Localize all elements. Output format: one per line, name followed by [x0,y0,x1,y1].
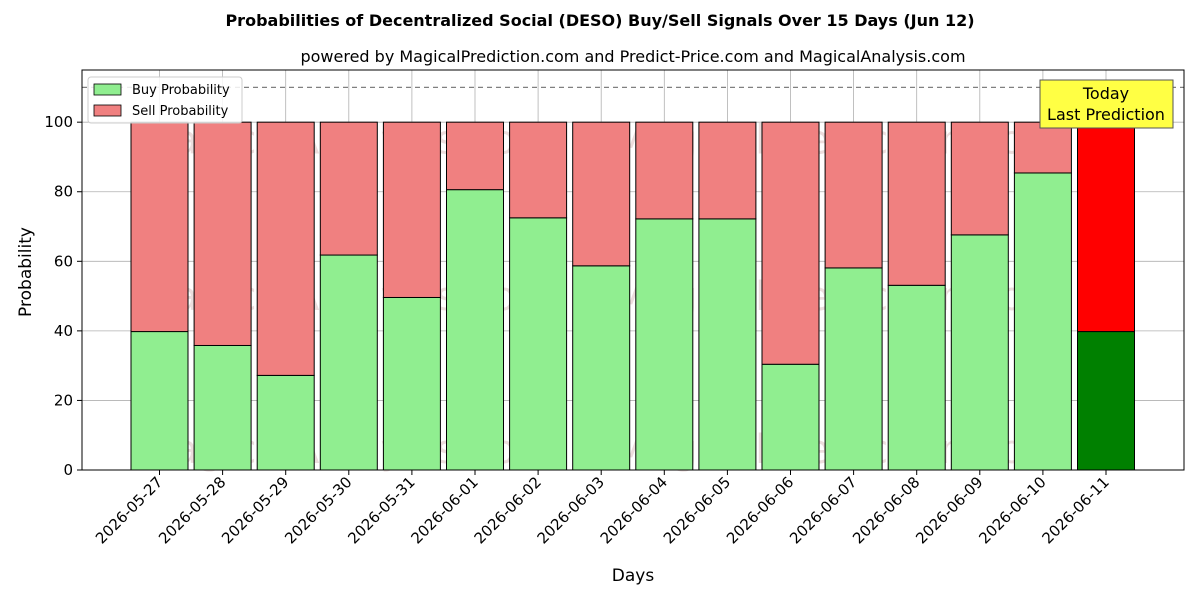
bar-sell-2026-06-06 [761,121,820,365]
bar-sell-2026-05-30 [319,121,378,256]
bar-buy-2026-06-02 [509,217,568,471]
bar-buy-2026-05-27 [130,331,189,471]
x-tick-label: 2026-06-07 [786,473,860,547]
y-tick-label: 60 [54,252,73,270]
bar-sell-2026-06-11 [1077,121,1135,333]
x-tick-label: 2026-06-04 [597,473,671,547]
x-tick-label: 2026-05-30 [281,473,355,547]
y-tick-label: 40 [54,322,73,340]
legend-sell-label: Sell Probability [132,104,229,119]
y-tick-label: 20 [54,391,73,409]
legend-box [87,76,243,124]
legend-buy-swatch [93,83,122,96]
x-tick-label: 2026-06-10 [975,473,1049,547]
x-tick-label: 2026-06-08 [849,473,923,547]
legend: Buy Probability Sell Probability [87,76,243,124]
x-tick-label: 2026-06-03 [534,473,608,547]
bar-sell-2026-06-07 [824,121,883,269]
legend-buy-label: Buy Probability [132,83,230,98]
bar-buy-2026-06-07 [824,267,883,471]
bar-buy-2026-06-10 [1013,172,1072,471]
bar-sell-2026-05-29 [256,121,315,376]
bar-buy-2026-06-06 [761,363,820,471]
bar-buy-2026-06-11 [1077,331,1135,471]
bar-buy-2026-06-03 [572,265,631,471]
x-tick-label: 2026-05-31 [344,473,418,547]
today-annotation: Today Last Prediction [1039,79,1174,129]
bar-sell-2026-06-05 [698,121,757,220]
today-label: Today [1082,84,1129,103]
bar-buy-2026-05-30 [319,254,378,471]
bar-sell-2026-06-04 [635,121,694,220]
x-tick-label: 2026-05-29 [218,473,292,547]
x-axis-label: Days [612,566,655,586]
y-tick-label: 80 [54,183,73,201]
x-tick-label: 2026-06-05 [660,473,734,547]
bar-sell-2026-06-03 [572,121,631,267]
y-axis-label: Probability [16,227,36,317]
x-tick-label: 2026-06-06 [723,473,797,547]
y-tick-label: 100 [44,113,73,131]
bar-sell-2026-06-09 [950,121,1009,236]
bar-buy-2026-05-29 [256,374,315,471]
plot-frame [81,69,1185,471]
bar-sell-2026-06-10 [1013,121,1072,174]
bar-sell-2026-05-31 [382,121,441,298]
today-annotation-box [1039,79,1174,129]
x-tick-label: 2026-06-09 [912,473,986,547]
last-prediction-label: Last Prediction [1047,105,1165,124]
bar-sell-2026-05-27 [130,121,189,333]
bars-layer [130,121,1135,471]
x-tick-label: 2026-05-28 [155,473,229,547]
chart-subtitle: powered by MagicalPrediction.com and Pre… [300,47,965,66]
bar-buy-2026-06-08 [887,284,946,471]
legend-sell-swatch [93,104,122,117]
x-tick-label: 2026-06-02 [471,473,545,547]
bar-sell-2026-06-01 [446,121,504,191]
chart-title: Probabilities of Decentralized Social (D… [225,11,974,30]
x-tick-label: 2026-06-11 [1038,473,1112,547]
bar-sell-2026-06-08 [887,121,946,286]
bar-buy-2026-06-04 [635,218,694,471]
bar-buy-2026-06-05 [698,218,757,471]
bar-sell-2026-06-02 [509,121,568,219]
x-tick-label: 2026-05-27 [92,473,166,547]
bar-sell-2026-05-28 [193,121,252,346]
bar-buy-2026-05-28 [193,344,252,471]
y-tick-label: 0 [63,461,73,479]
bar-buy-2026-05-31 [382,296,441,471]
x-tick-label: 2026-06-01 [407,473,481,547]
bar-buy-2026-06-01 [446,189,504,471]
bar-buy-2026-06-09 [950,234,1009,471]
